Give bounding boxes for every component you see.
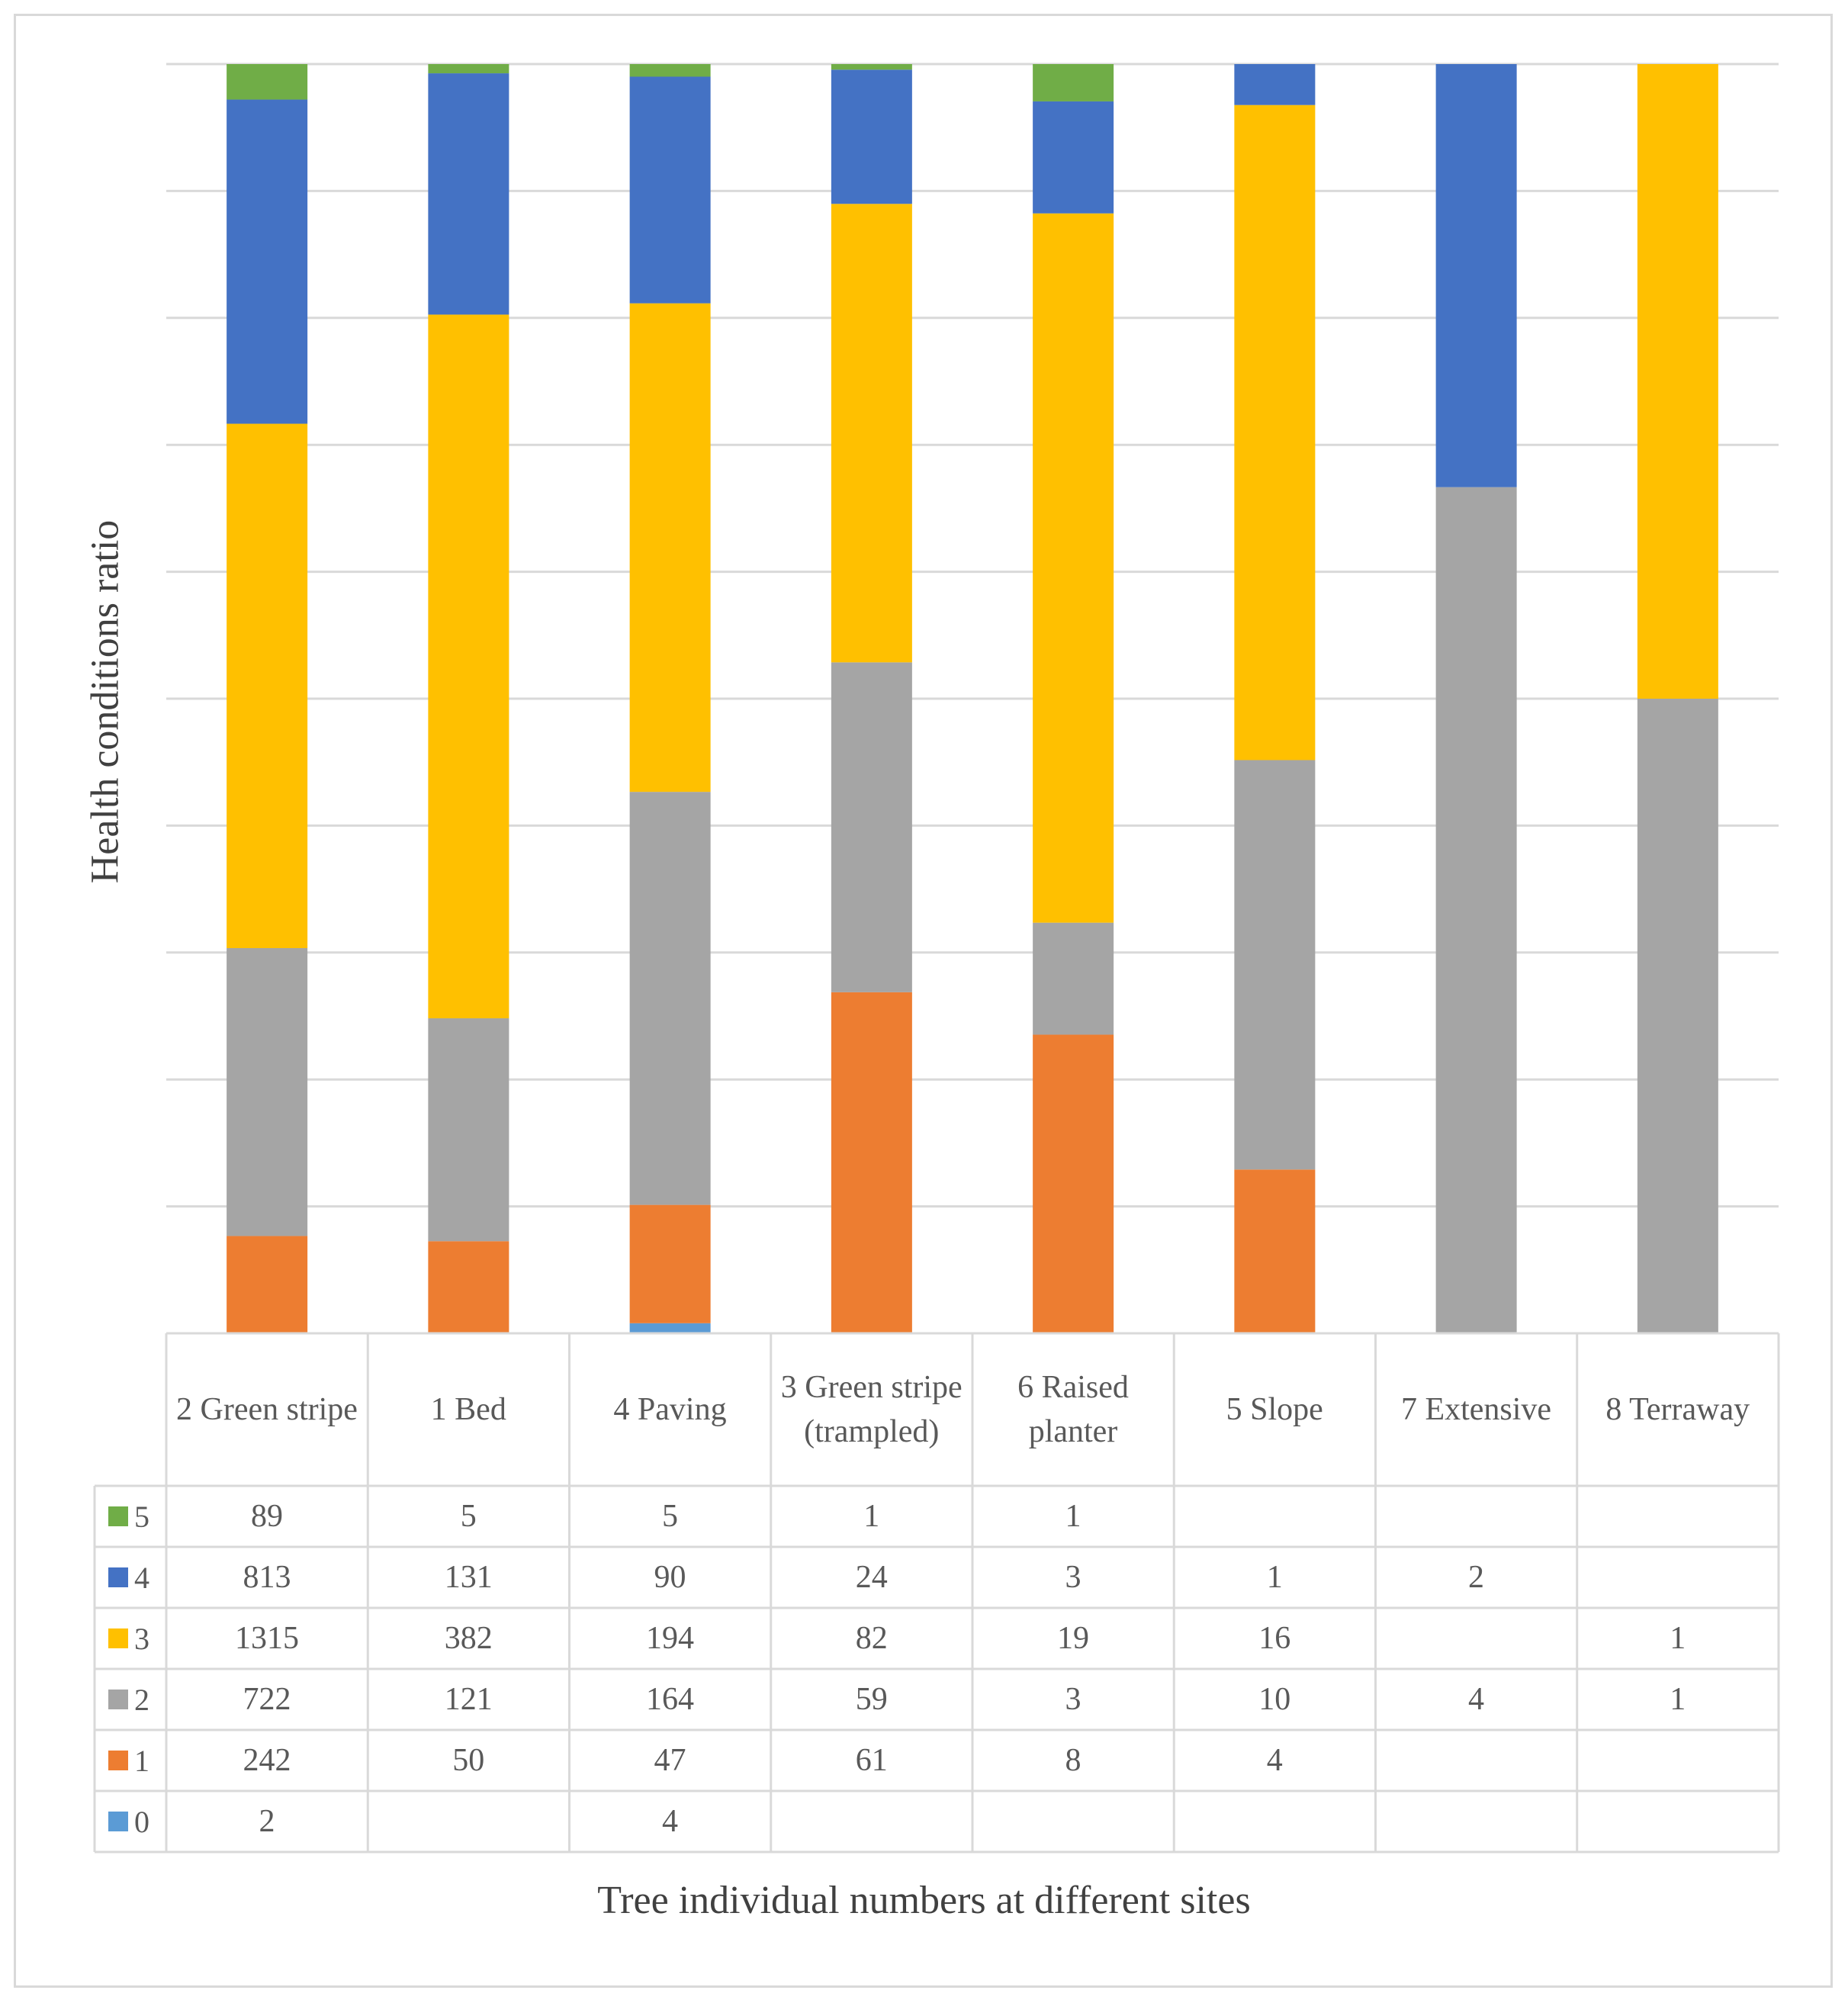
bar-segment-series-4-1 (428, 73, 509, 315)
table-cell: 47 (654, 1743, 686, 1778)
bar-segment-series-4-6 (1435, 64, 1517, 487)
table-cell: 722 (243, 1682, 291, 1717)
table-cell: 3 (1065, 1682, 1081, 1717)
table-cell: 382 (444, 1621, 493, 1656)
bar-segment-series-1-3 (831, 992, 912, 1333)
table-cell: 59 (855, 1682, 888, 1717)
category-label: 2 Green stripe (176, 1392, 358, 1427)
legend-key-1: 1 (95, 1730, 163, 1791)
category-label: 5 Slope (1226, 1392, 1323, 1427)
table-cell: 3 (1065, 1560, 1081, 1595)
legend-label: 4 (134, 1560, 149, 1595)
bar-segment-series-4-0 (227, 99, 308, 424)
legend-swatch (108, 1567, 128, 1587)
bar-segment-series-2-2 (629, 792, 711, 1205)
table-cell: 1315 (235, 1621, 299, 1656)
table-cell: 50 (452, 1743, 485, 1778)
table-cell: 1 (1670, 1682, 1686, 1717)
category-label: 6 Raised planter (1017, 1370, 1129, 1449)
bar-segment-series-0-2 (629, 1323, 711, 1333)
bar-segment-series-3-4 (1033, 213, 1114, 923)
bar-segment-series-2-6 (1435, 487, 1517, 1333)
chart-frame (14, 14, 1833, 1988)
legend-key-0: 0 (95, 1791, 163, 1852)
bar-segment-series-1-0 (227, 1236, 308, 1333)
bar-segment-series-2-4 (1033, 922, 1114, 1035)
bar-segment-series-3-1 (428, 314, 509, 1019)
table-cell: 4 (1266, 1743, 1283, 1778)
category-label: 1 Bed (430, 1392, 506, 1427)
table-cell: 2 (1468, 1560, 1484, 1595)
bar-segment-series-3-0 (227, 423, 308, 948)
table-cell: 242 (243, 1743, 291, 1778)
table-cell: 8 (1065, 1743, 1081, 1778)
legend-label: 0 (134, 1804, 149, 1839)
legend-key-4: 4 (95, 1547, 163, 1608)
bar-segment-series-3-2 (629, 303, 711, 793)
bar-segment-series-1-1 (428, 1241, 509, 1333)
legend-key-3: 3 (95, 1608, 163, 1669)
bar-segment-series-3-3 (831, 204, 912, 663)
bar-segment-series-3-5 (1234, 104, 1316, 760)
legend-key-2: 2 (95, 1669, 163, 1730)
bar-segment-series-2-1 (428, 1018, 509, 1242)
bar-segment-series-4-4 (1033, 101, 1114, 214)
table-cell: 16 (1258, 1621, 1291, 1656)
table-cell: 24 (855, 1560, 888, 1595)
bar-segment-series-5-3 (831, 64, 912, 70)
table-cell: 4 (662, 1804, 678, 1839)
bar-segment-series-2-5 (1234, 760, 1316, 1170)
table-cell: 121 (444, 1682, 493, 1717)
bar-segment-series-1-2 (629, 1204, 711, 1323)
bar-segment-series-1-4 (1033, 1034, 1114, 1333)
table-cell: 5 (662, 1499, 678, 1534)
legend-swatch (108, 1812, 128, 1831)
bar-segment-series-4-2 (629, 76, 711, 304)
table-cell: 164 (646, 1682, 694, 1717)
legend-label: 2 (134, 1682, 149, 1717)
table-cell: 4 (1468, 1682, 1484, 1717)
table-cell: 10 (1258, 1682, 1291, 1717)
table-cell: 2 (259, 1804, 275, 1839)
bar-segment-series-1-5 (1234, 1169, 1316, 1333)
table-cell: 89 (251, 1499, 283, 1534)
table-cell: 19 (1057, 1621, 1089, 1656)
table-cell: 813 (243, 1560, 291, 1595)
bar-segment-series-2-7 (1637, 699, 1718, 1333)
bar-segment-series-5-2 (629, 64, 711, 77)
legend-key-5: 5 (95, 1486, 163, 1547)
table-cell: 131 (444, 1560, 493, 1595)
category-label: 7 Extensive (1400, 1392, 1552, 1427)
table-cell: 1 (863, 1499, 880, 1534)
legend-swatch (108, 1690, 128, 1709)
bar-segment-series-5-1 (428, 64, 509, 74)
table-cell: 1 (1670, 1621, 1686, 1656)
legend-label: 1 (134, 1743, 149, 1778)
legend-swatch (108, 1506, 128, 1526)
category-label: 4 Paving (613, 1392, 727, 1427)
bar-segment-series-2-3 (831, 662, 912, 992)
category-label: 3 Green stripe (trampled) (780, 1370, 963, 1449)
bar-segment-series-4-3 (831, 69, 912, 204)
x-axis-label: Tree individual numbers at different sit… (597, 1879, 1251, 1922)
table-cell: 5 (460, 1499, 477, 1534)
bar-segment-series-3-7 (1637, 64, 1718, 699)
bar-segment-series-2-0 (227, 947, 308, 1236)
bar-segment-series-5-0 (227, 64, 308, 100)
legend-swatch (108, 1628, 128, 1648)
table-cell: 1 (1266, 1560, 1283, 1595)
y-axis-label: Health conditions ratio (83, 519, 127, 884)
table-cell: 82 (855, 1621, 888, 1656)
legend-swatch (108, 1751, 128, 1770)
category-label: 8 Terraway (1605, 1392, 1750, 1427)
table-cell: 61 (855, 1743, 888, 1778)
table-cell: 1 (1065, 1499, 1081, 1534)
table-cell: 194 (646, 1621, 694, 1656)
legend-label: 5 (134, 1499, 149, 1534)
table-cell: 90 (654, 1560, 686, 1595)
bar-segment-series-4-5 (1234, 64, 1316, 105)
legend-label: 3 (134, 1621, 149, 1656)
bar-segment-series-5-4 (1033, 64, 1114, 101)
